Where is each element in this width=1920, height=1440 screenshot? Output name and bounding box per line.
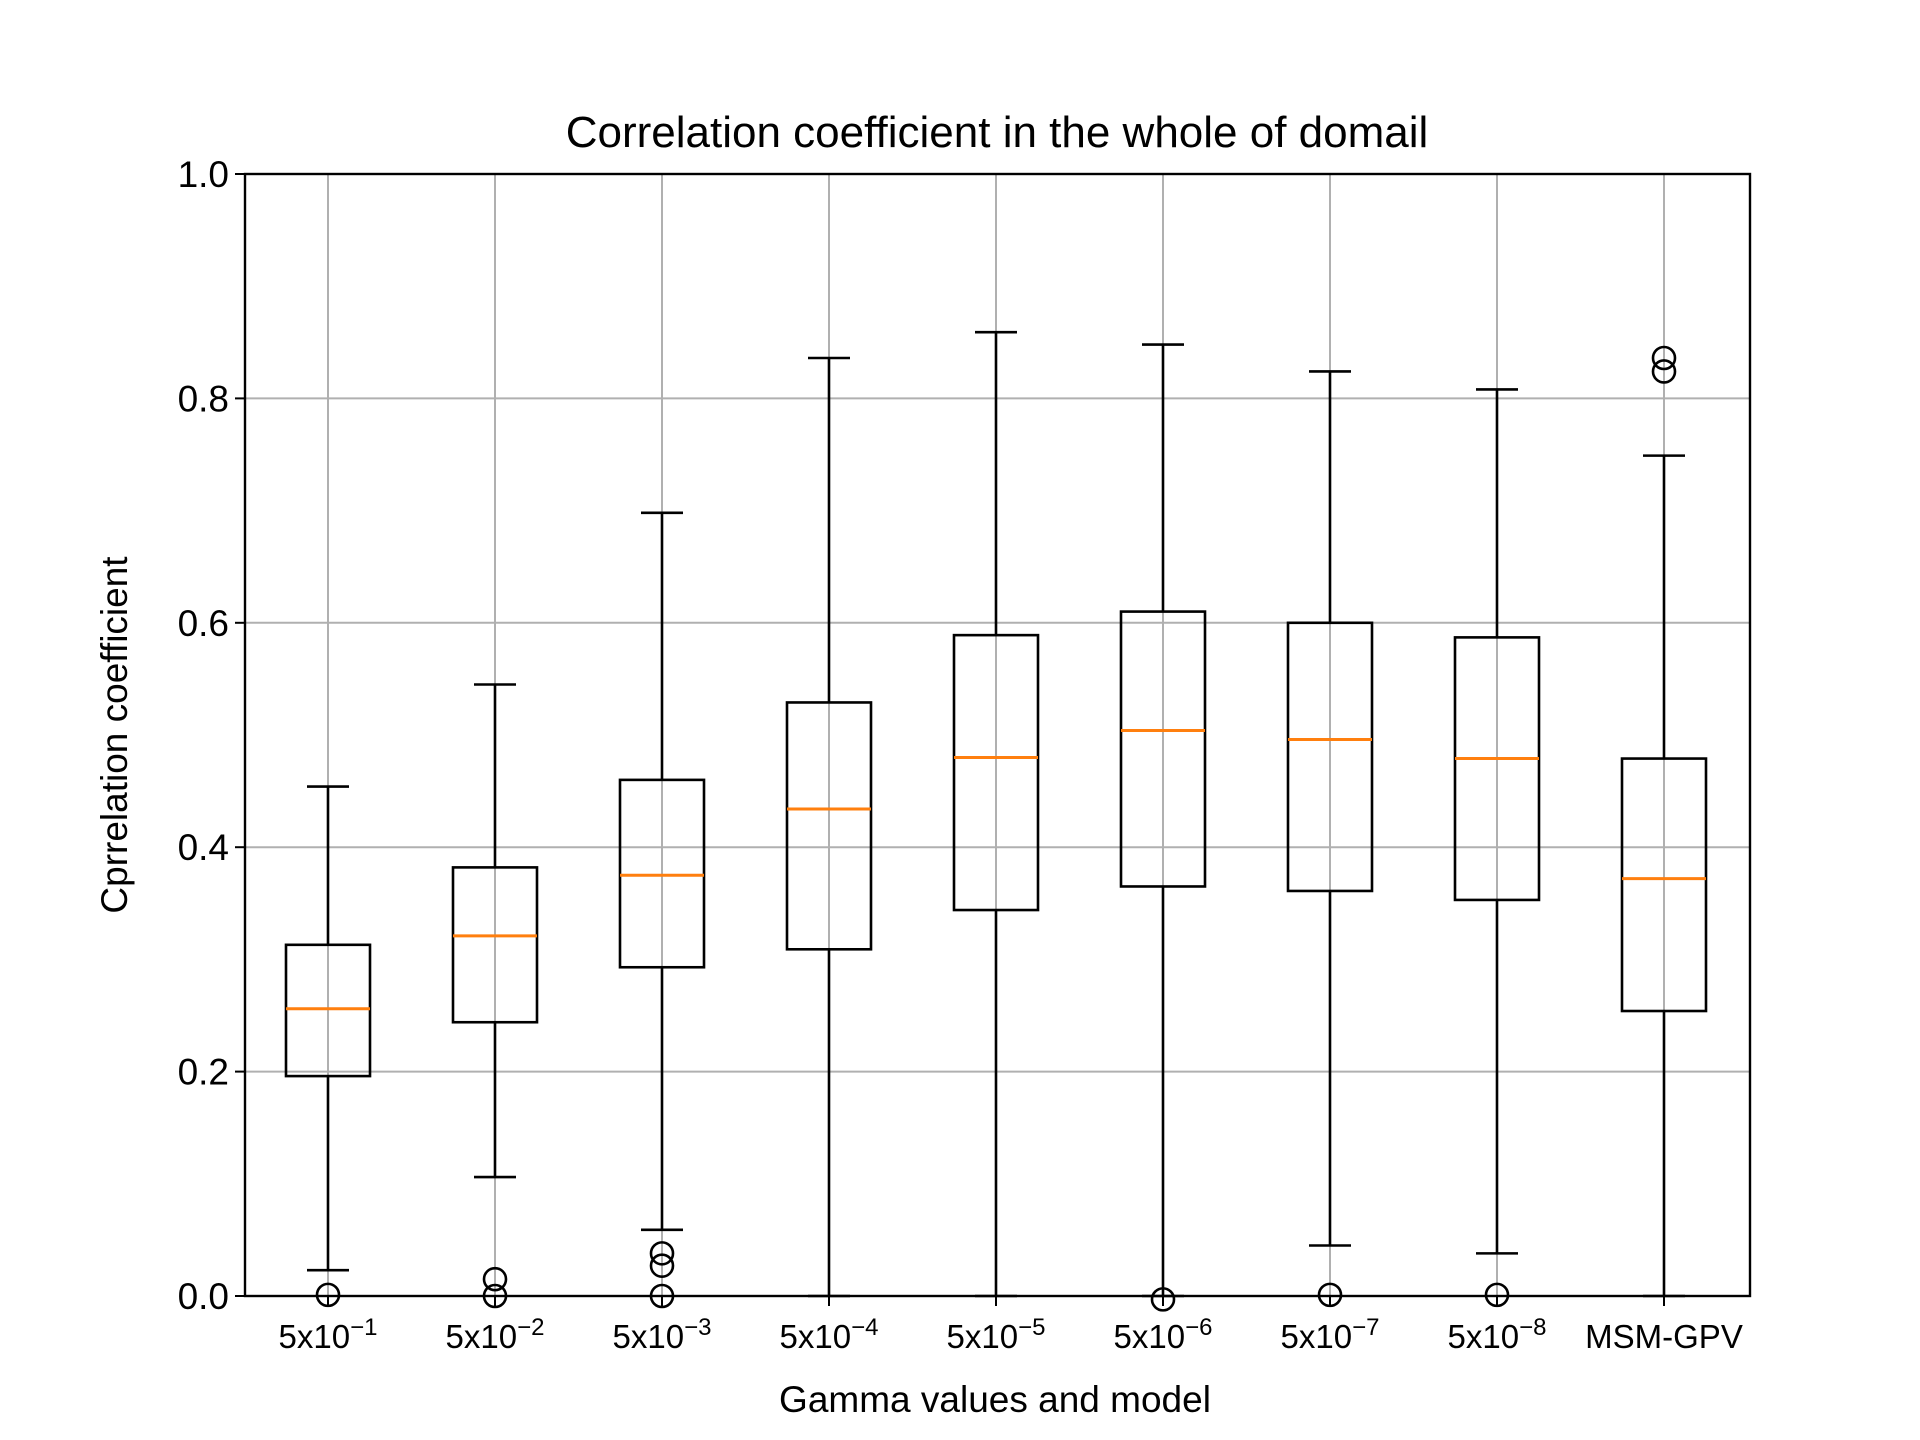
x-tick-label: MSM-GPV xyxy=(1585,1318,1743,1355)
y-tick-label: 0.0 xyxy=(178,1276,229,1317)
box-layer xyxy=(284,330,1708,1312)
y-tick-label: 0.4 xyxy=(178,827,229,868)
y-tick-label: 0.6 xyxy=(178,603,229,644)
iqr-box xyxy=(1286,621,1374,893)
y-tick-label: 0.8 xyxy=(178,378,229,419)
iqr-box xyxy=(1620,757,1708,1013)
chart-title: Correlation coefficient in the whole of … xyxy=(566,108,1429,157)
iqr-box xyxy=(451,866,539,1024)
iqr-box xyxy=(785,701,873,951)
x-tick-label: 5x10−8 xyxy=(1448,1314,1547,1355)
plot-frame xyxy=(243,172,1752,1298)
x-tick-label: 5x10−7 xyxy=(1281,1314,1380,1355)
iqr-box xyxy=(284,943,372,1078)
y-axis-label: Cprrelation coefficient xyxy=(94,556,135,914)
y-tick-label: 1.0 xyxy=(178,154,229,195)
x-tick-label: 5x10−6 xyxy=(1114,1314,1213,1355)
outlier-point xyxy=(1651,359,1677,384)
iqr-box xyxy=(952,633,1040,912)
outlier-point xyxy=(649,1253,675,1279)
outlier-point xyxy=(1150,1287,1176,1312)
outlier-point xyxy=(649,1241,675,1266)
outlier-point xyxy=(1651,345,1677,371)
x-tick-label: 5x10−1 xyxy=(279,1314,378,1355)
iqr-box xyxy=(1119,610,1207,888)
iqr-box xyxy=(618,778,706,969)
y-tick-label: 0.2 xyxy=(178,1052,229,1093)
grid-layer xyxy=(245,173,1750,1297)
outlier-point xyxy=(482,1266,508,1292)
x-tick-label: 5x10−4 xyxy=(780,1314,879,1355)
x-tick-label: 5x10−5 xyxy=(947,1314,1046,1355)
x-tick-label: 5x10−2 xyxy=(446,1314,545,1355)
x-axis-label: Gamma values and model xyxy=(779,1379,1211,1420)
x-tick-label: 5x10−3 xyxy=(613,1314,712,1355)
iqr-box xyxy=(1453,636,1541,902)
tick-layer: 0.0 0.2 0.4 0.6 0.8 1.0 5x10−1 5x10−2 5x10−3 5x10… xyxy=(178,154,1743,1355)
